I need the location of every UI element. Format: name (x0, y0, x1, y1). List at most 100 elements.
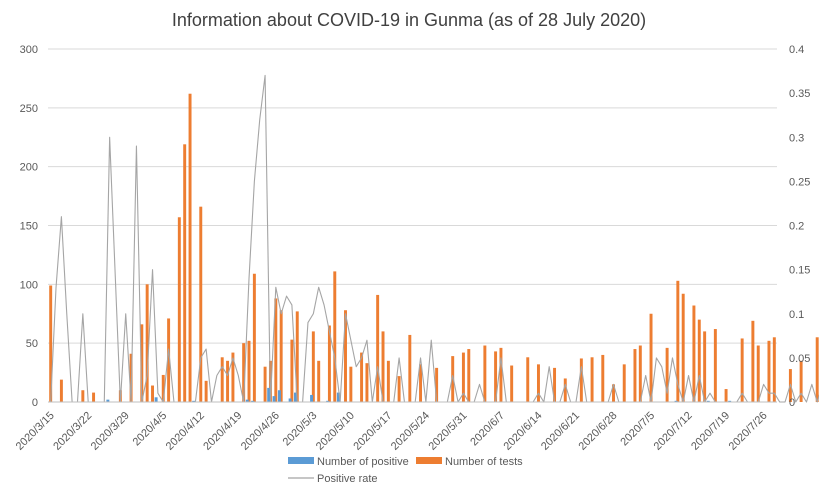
tests-bar (622, 364, 626, 402)
left-tick-label: 200 (20, 162, 38, 174)
tests-bar (317, 360, 321, 402)
right-tick-label: 0.3 (789, 132, 804, 144)
tests-bar (295, 311, 299, 402)
tests-bar (676, 280, 680, 402)
right-tick-label: 0.1 (789, 309, 804, 321)
x-tick-label: 2020/7/19 (689, 410, 732, 453)
right-tick-label: 0.4 (789, 44, 804, 56)
x-tick-label: 2020/6/14 (501, 410, 544, 453)
tests-bar (311, 331, 315, 402)
tests-bar (204, 380, 208, 402)
tests-bar (49, 285, 53, 402)
tests-bar (344, 310, 347, 402)
x-tick-label: 2020/5/24 (389, 410, 432, 453)
tests-bar (242, 343, 246, 402)
tests-bar (408, 334, 412, 402)
positive-bar (154, 397, 158, 402)
right-tick-label: 0.15 (789, 265, 810, 277)
tests-bar (81, 390, 85, 402)
x-tick-label: 2020/5/31 (426, 410, 469, 453)
left-tick-label: 250 (20, 103, 38, 115)
legend-tests-label: Number of tests (445, 456, 523, 468)
tests-bar (815, 337, 819, 402)
tests-bar (274, 298, 278, 402)
tests-bar (601, 354, 605, 402)
tests-bars (49, 93, 819, 403)
x-axis: 2020/3/152020/3/222020/3/292020/4/52020/… (14, 401, 777, 453)
tests-bar (590, 357, 594, 402)
tests-bar (767, 340, 771, 402)
left-tick-label: 150 (20, 221, 38, 233)
tests-bar (692, 305, 696, 402)
x-tick-label: 2020/3/15 (14, 410, 57, 453)
tests-bar (199, 206, 203, 402)
positive-bar (310, 394, 314, 402)
x-tick-label: 2020/3/22 (51, 410, 94, 453)
tests-bar (263, 366, 267, 402)
tests-bar (483, 345, 487, 402)
tests-bar (145, 284, 149, 402)
x-tick-label: 2020/4/19 (201, 410, 244, 453)
tests-bar (724, 389, 728, 402)
x-tick-label: 2020/7/26 (727, 410, 770, 453)
positive-bar (272, 396, 276, 402)
left-tick-label: 0 (32, 397, 38, 409)
tests-bar (161, 374, 165, 402)
tests-bar (419, 364, 423, 402)
positive-bar (728, 400, 732, 402)
left-tick-label: 50 (26, 338, 38, 350)
right-tick-label: 0 (789, 397, 795, 409)
tests-bar (681, 293, 685, 402)
positive-bar (192, 400, 196, 402)
tests-bar (638, 345, 642, 402)
positive-bar (326, 400, 330, 402)
tests-bar (665, 347, 669, 402)
x-tick-label: 2020/6/7 (468, 410, 507, 449)
x-tick-label: 2020/7/12 (652, 410, 695, 453)
tests-bar (563, 378, 567, 402)
tests-bar (183, 144, 187, 402)
positive-bar (706, 400, 710, 402)
chart-title: Information about COVID-19 in Gunma (as … (172, 10, 646, 30)
x-tick-label: 2020/5/10 (314, 410, 357, 453)
positive-bar (336, 392, 340, 402)
tests-bar (220, 357, 224, 402)
tests-bar (360, 352, 364, 402)
legend-positive-swatch (288, 457, 314, 464)
tests-bar (252, 273, 256, 402)
x-tick-label: 2020/4/12 (164, 410, 207, 453)
positive-bar (277, 390, 281, 402)
positive-bar (294, 392, 297, 402)
right-tick-label: 0.35 (789, 88, 810, 100)
legend-rate-label: Positive rate (317, 473, 378, 485)
tests-bar (376, 294, 380, 402)
tests-bar (499, 347, 503, 402)
tests-bar (536, 364, 540, 402)
tests-bar (553, 367, 557, 402)
right-tick-label: 0.25 (789, 176, 810, 188)
legend: Number of positive Number of tests Posit… (288, 456, 523, 485)
tests-bar (167, 318, 171, 402)
left-tick-label: 300 (20, 44, 38, 56)
tests-bar (177, 217, 181, 402)
tests-bar (151, 385, 154, 402)
x-tick-label: 2020/5/3 (281, 410, 320, 449)
tests-bar (226, 360, 230, 402)
tests-bar (92, 392, 96, 402)
tests-bar (349, 366, 353, 402)
positive-bars (106, 387, 732, 402)
legend-tests-swatch (416, 457, 442, 464)
x-tick-label: 2020/6/28 (577, 410, 620, 453)
tests-bar (333, 271, 337, 402)
tests-bar (799, 360, 803, 402)
tests-bar (756, 345, 760, 402)
tests-bar (510, 365, 514, 402)
tests-bar (279, 310, 283, 402)
tests-bar (188, 93, 192, 403)
right-axis: 0 0.05 0.1 0.15 0.2 0.25 0.3 0.35 0.4 (789, 44, 810, 409)
positive-bar (267, 387, 271, 402)
tests-bar (435, 367, 439, 402)
tests-bar (140, 324, 144, 402)
